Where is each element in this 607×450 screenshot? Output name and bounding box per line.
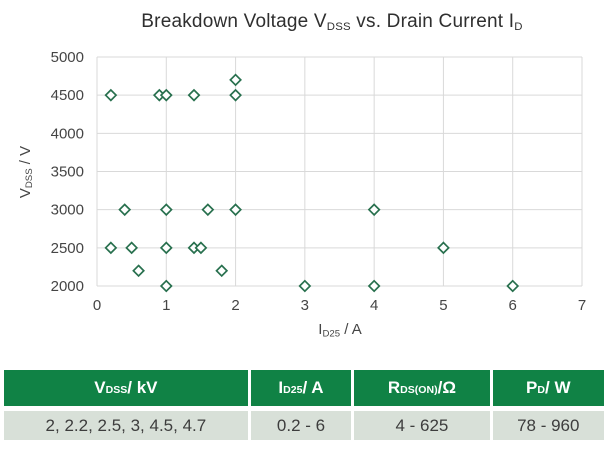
subscript: DSS [24, 168, 36, 189]
table-data-row: 2, 2.2, 2.5, 3, 4.5, 4.7 0.2 - 6 4 - 625… [4, 411, 604, 440]
subscript: D [537, 384, 545, 397]
x-tick-label: 5 [439, 297, 447, 314]
x-tick-label: 4 [370, 297, 378, 314]
data-point-marker [159, 279, 173, 293]
data-point-marker [201, 203, 215, 217]
data-point-marker [104, 241, 118, 255]
y-axis-label: VDSS / V [16, 145, 36, 199]
data-point-marker [506, 279, 520, 293]
y-tick-label: 3000 [51, 202, 84, 219]
data-point-marker [367, 279, 381, 293]
data-point-marker [159, 241, 173, 255]
data-point-marker [194, 241, 208, 255]
x-tick-label: 7 [578, 297, 586, 314]
x-tick-label: 3 [301, 297, 309, 314]
header-cell-rdson: R DS(ON) /Ω [354, 370, 490, 406]
x-axis-label: ID25 / A [318, 321, 362, 340]
data-point-marker [298, 279, 312, 293]
data-point-marker [215, 264, 229, 278]
x-tick-label: 2 [231, 297, 239, 314]
subscript: DSS [326, 21, 351, 34]
data-point-marker [437, 241, 450, 255]
data-point-marker [229, 203, 242, 217]
data-cell-id25: 0.2 - 6 [250, 411, 352, 440]
data-cell-vdss: 2, 2.2, 2.5, 3, 4.5, 4.7 [4, 411, 248, 440]
subscript: D [514, 21, 523, 34]
data-point-marker [118, 203, 132, 217]
subscript: DS(ON) [400, 384, 438, 397]
y-tick-label: 4000 [51, 125, 84, 142]
data-cell-pd: 78 - 960 [492, 411, 604, 440]
subscript: D25 [322, 328, 341, 340]
scatter-plot: 0 1 2 3 4 5 6 7 5000 4500 4000 3500 3000 2500 2000 [51, 49, 587, 314]
data-point-marker [229, 88, 242, 102]
subscript: DSS [105, 384, 128, 397]
x-tick-label: 6 [509, 297, 517, 314]
y-tick-label: 5000 [51, 49, 84, 66]
y-tick-label: 3500 [51, 164, 84, 181]
data-point-marker [104, 88, 118, 102]
data-point-marker [367, 203, 381, 217]
data-point-marker [159, 203, 173, 217]
subscript: D25 [283, 384, 303, 397]
y-tick-label: 4500 [51, 87, 84, 104]
y-tick-label: 2000 [51, 278, 84, 295]
x-tick-label: 0 [93, 297, 101, 314]
header-cell-id25: I D25 / A [250, 370, 352, 406]
data-point-marker [125, 241, 139, 255]
header-cell-vdss: V DSS / kV [4, 370, 248, 406]
x-tick-label: 1 [162, 297, 170, 314]
data-point-marker [229, 73, 242, 87]
data-point-marker [187, 88, 201, 102]
data-point-marker [132, 264, 145, 278]
data-point-marker [159, 88, 173, 102]
data-cell-rdson: 4 - 625 [354, 411, 490, 440]
y-tick-label: 2500 [51, 240, 84, 257]
chart-title: Breakdown Voltage VDSS vs. Drain Current… [141, 11, 523, 34]
